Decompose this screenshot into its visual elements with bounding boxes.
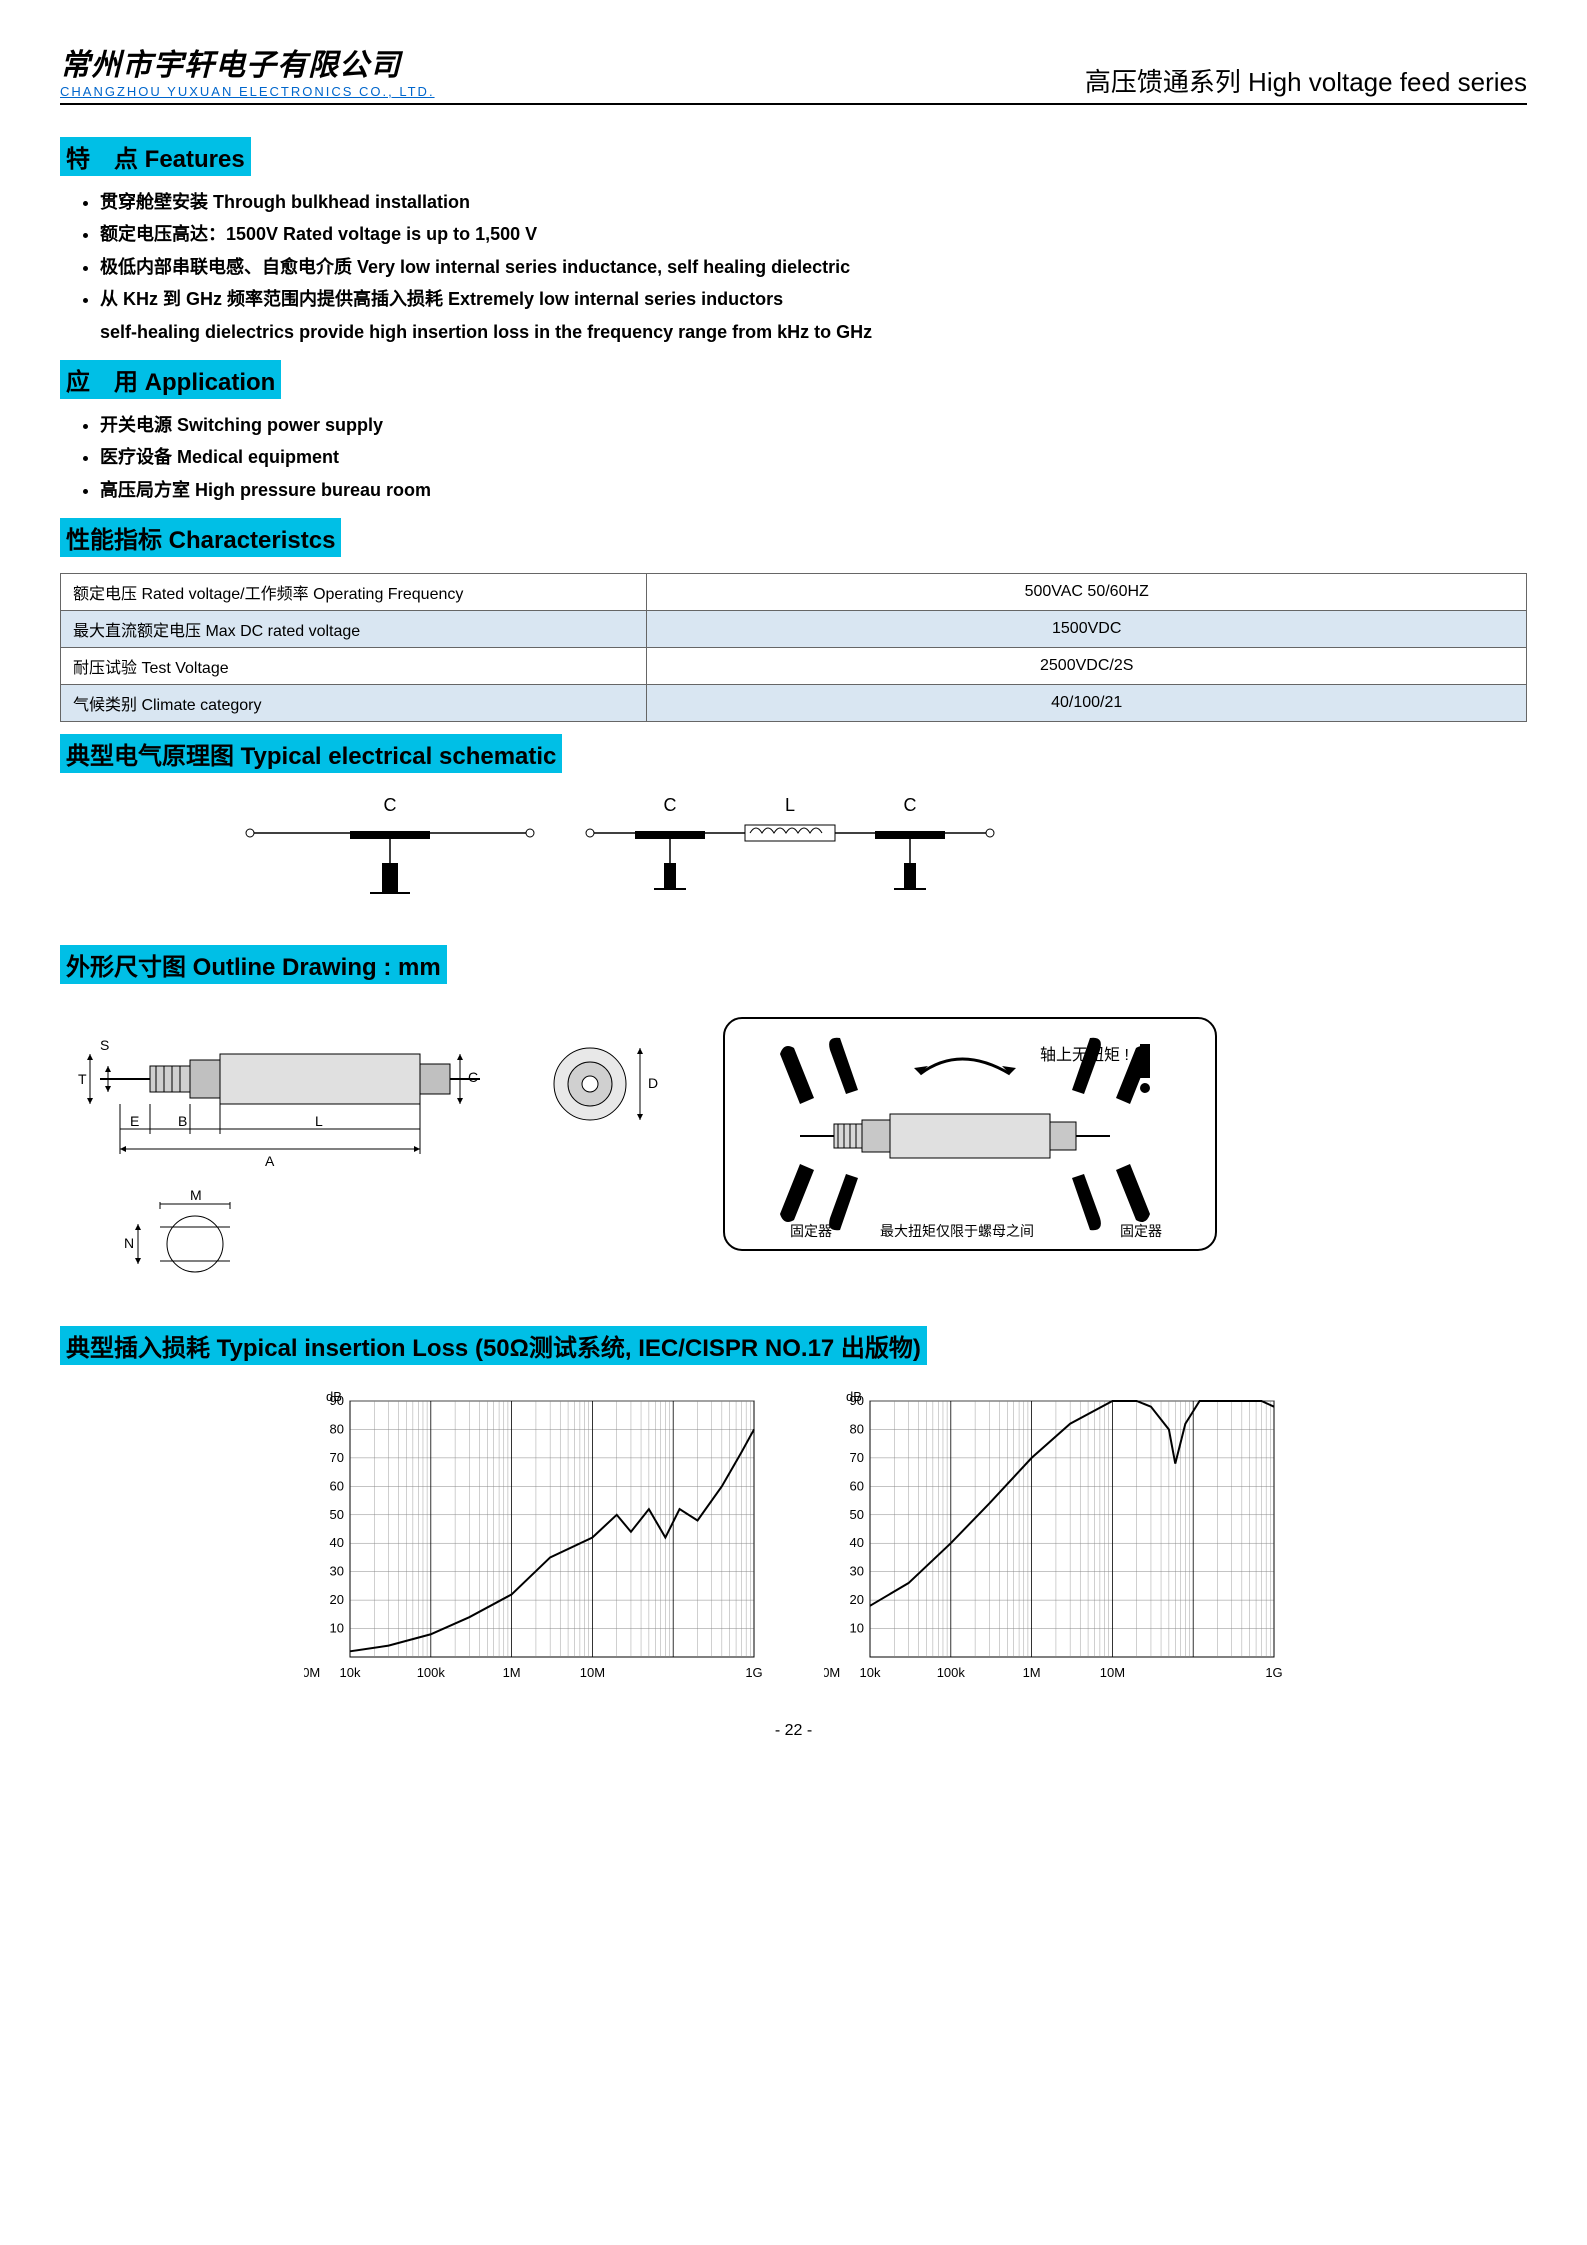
company-name-en: CHANGZHOU YUXUAN ELECTRONICS CO., LTD.	[60, 84, 435, 99]
outline-drawings: T S C E B L A M N D	[60, 1014, 1527, 1294]
feature-item: 从 KHz 到 GHz 频率范围内提供高插入损耗 Extremely low i…	[100, 283, 1527, 315]
schematic-clc: C L C	[580, 793, 1000, 913]
insertion-loss-charts: 102030405060708090dB10k100k1M10M100M1G 1…	[60, 1387, 1527, 1692]
table-row: 额定电压 Rated voltage/工作频率 Operating Freque…	[61, 574, 1527, 611]
svg-text:1M: 1M	[502, 1665, 520, 1680]
company-name-cn: 常州市宇轩电子有限公司	[60, 40, 435, 84]
insertion-loss-chart-2: 102030405060708090dB10k100k1M10M100M1G	[824, 1387, 1284, 1692]
feature-item: 极低内部串联电感、自愈电介质 Very low internal series …	[100, 251, 1527, 283]
svg-text:20: 20	[329, 1592, 343, 1607]
dim-t: T	[78, 1071, 87, 1087]
page-header: 常州市宇轩电子有限公司 CHANGZHOU YUXUAN ELECTRONICS…	[60, 40, 1527, 105]
svg-text:50: 50	[849, 1507, 863, 1522]
svg-text:100k: 100k	[416, 1665, 445, 1680]
svg-text:80: 80	[329, 1422, 343, 1437]
table-row: 最大直流额定电压 Max DC rated voltage 1500VDC	[61, 611, 1527, 648]
insertion-loss-heading: 典型插入损耗 Typical insertion Loss (50Ω测试系统, …	[60, 1326, 927, 1365]
torque-note: 最大扭矩仅限于螺母之间	[880, 1223, 1034, 1239]
application-heading: 应 用 Application	[60, 360, 281, 399]
table-row: 耐压试验 Test Voltage 2500VDC/2S	[61, 648, 1527, 685]
dim-e: E	[130, 1113, 139, 1129]
svg-text:10k: 10k	[339, 1665, 360, 1680]
svg-text:1M: 1M	[1022, 1665, 1040, 1680]
schematic-diagrams: C C L C	[60, 793, 1527, 913]
dim-c: C	[468, 1069, 478, 1085]
characteristics-table: 额定电压 Rated voltage/工作频率 Operating Freque…	[60, 573, 1527, 722]
feature-item: 贯穿舱壁安装 Through bulkhead installation	[100, 186, 1527, 218]
page-number: - 22 -	[60, 1722, 1527, 1740]
char-label: 最大直流额定电压 Max DC rated voltage	[61, 611, 647, 648]
outline-side-view: T S C E B L A M N	[60, 1014, 500, 1294]
cap-label: C	[664, 795, 677, 815]
dim-d: D	[648, 1075, 658, 1091]
svg-text:100M: 100M	[824, 1665, 840, 1680]
svg-text:dB: dB	[846, 1389, 862, 1404]
series-title: 高压馈通系列 High voltage feed series	[1085, 62, 1527, 99]
dim-a: A	[265, 1153, 275, 1169]
char-value: 2500VDC/2S	[647, 648, 1527, 685]
svg-text:10M: 10M	[1099, 1665, 1124, 1680]
features-heading: 特 点 Features	[60, 137, 251, 176]
svg-text:70: 70	[329, 1450, 343, 1465]
schematic-single-c: C	[240, 793, 540, 913]
svg-text:1G: 1G	[745, 1665, 762, 1680]
fixer-label-left: 固定器	[790, 1223, 832, 1239]
svg-text:100M: 100M	[304, 1665, 320, 1680]
char-label: 额定电压 Rated voltage/工作频率 Operating Freque…	[61, 574, 647, 611]
svg-text:20: 20	[849, 1592, 863, 1607]
dim-l: L	[315, 1113, 323, 1129]
features-list: 贯穿舱壁安装 Through bulkhead installation 额定电…	[60, 186, 1527, 316]
char-value: 500VAC 50/60HZ	[647, 574, 1527, 611]
svg-text:10: 10	[329, 1621, 343, 1636]
svg-text:10: 10	[849, 1621, 863, 1636]
svg-text:50: 50	[329, 1507, 343, 1522]
svg-text:30: 30	[849, 1564, 863, 1579]
feature-item: 额定电压高达：1500V Rated voltage is up to 1,50…	[100, 218, 1527, 250]
table-row: 气候类别 Climate category 40/100/21	[61, 685, 1527, 722]
schematic-heading: 典型电气原理图 Typical electrical schematic	[60, 734, 562, 773]
svg-text:dB: dB	[326, 1389, 342, 1404]
company-block: 常州市宇轩电子有限公司 CHANGZHOU YUXUAN ELECTRONICS…	[60, 40, 435, 99]
char-value: 1500VDC	[647, 611, 1527, 648]
feature-continuation: self-healing dielectrics provide high in…	[60, 316, 1527, 348]
insertion-loss-chart-1: 102030405060708090dB10k100k1M10M100M1G	[304, 1387, 764, 1692]
svg-text:1G: 1G	[1265, 1665, 1282, 1680]
svg-text:60: 60	[329, 1478, 343, 1493]
svg-text:100k: 100k	[936, 1665, 965, 1680]
outline-heading: 外形尺寸图 Outline Drawing : mm	[60, 945, 447, 984]
svg-text:40: 40	[329, 1535, 343, 1550]
characteristics-heading: 性能指标 Characteristcs	[60, 518, 341, 557]
char-label: 气候类别 Climate category	[61, 685, 647, 722]
dim-n: N	[124, 1235, 134, 1251]
fixer-label-right: 固定器	[1120, 1223, 1162, 1239]
cap-label: C	[384, 795, 397, 815]
application-item: 开关电源 Switching power supply	[100, 409, 1527, 441]
dim-m: M	[190, 1187, 202, 1203]
application-item: 高压局方室 High pressure bureau room	[100, 474, 1527, 506]
svg-text:80: 80	[849, 1422, 863, 1437]
application-list: 开关电源 Switching power supply 医疗设备 Medical…	[60, 409, 1527, 506]
svg-text:70: 70	[849, 1450, 863, 1465]
dim-s: S	[100, 1037, 109, 1053]
dim-b: B	[178, 1113, 187, 1129]
svg-text:60: 60	[849, 1478, 863, 1493]
application-item: 医疗设备 Medical equipment	[100, 441, 1527, 473]
char-label: 耐压试验 Test Voltage	[61, 648, 647, 685]
ind-label: L	[785, 795, 795, 815]
svg-text:10k: 10k	[859, 1665, 880, 1680]
svg-text:10M: 10M	[579, 1665, 604, 1680]
cap-label: C	[904, 795, 917, 815]
torque-warning-text: 轴上无扭矩 !	[1040, 1046, 1129, 1064]
char-value: 40/100/21	[647, 685, 1527, 722]
outline-end-view: D	[530, 1034, 690, 1134]
torque-warning-diagram: 轴上无扭矩 ! 固定器 最大扭矩仅限于螺母之间 固定器	[720, 1014, 1220, 1254]
svg-text:40: 40	[849, 1535, 863, 1550]
svg-text:30: 30	[329, 1564, 343, 1579]
